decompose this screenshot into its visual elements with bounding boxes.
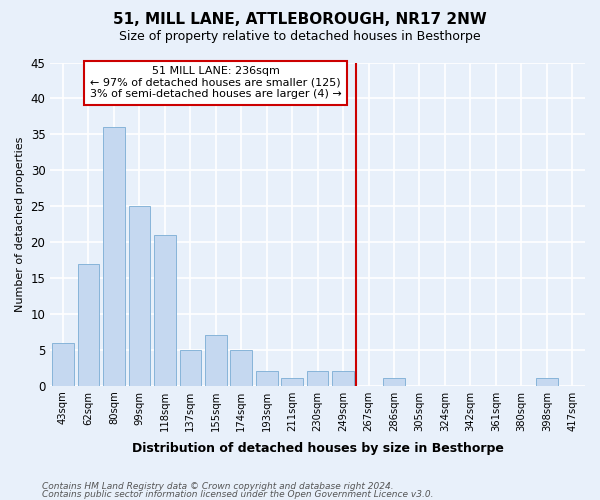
Bar [281, 378, 303, 386]
X-axis label: Distribution of detached houses by size in Besthorpe: Distribution of detached houses by size … [132, 442, 503, 455]
Bar [332, 372, 354, 386]
Y-axis label: Number of detached properties: Number of detached properties [15, 136, 25, 312]
Bar [230, 350, 252, 386]
Bar [52, 342, 74, 386]
Bar [103, 127, 125, 386]
Text: Contains public sector information licensed under the Open Government Licence v3: Contains public sector information licen… [42, 490, 433, 499]
Bar [128, 206, 150, 386]
Bar [77, 264, 100, 386]
Bar [383, 378, 405, 386]
Bar [205, 336, 227, 386]
Bar [536, 378, 557, 386]
Bar [256, 372, 278, 386]
Bar [154, 235, 176, 386]
Text: Size of property relative to detached houses in Besthorpe: Size of property relative to detached ho… [119, 30, 481, 43]
Text: Contains HM Land Registry data © Crown copyright and database right 2024.: Contains HM Land Registry data © Crown c… [42, 482, 394, 491]
Bar [307, 372, 328, 386]
Bar [179, 350, 201, 386]
Text: 51, MILL LANE, ATTLEBOROUGH, NR17 2NW: 51, MILL LANE, ATTLEBOROUGH, NR17 2NW [113, 12, 487, 28]
Text: 51 MILL LANE: 236sqm
← 97% of detached houses are smaller (125)
3% of semi-detac: 51 MILL LANE: 236sqm ← 97% of detached h… [90, 66, 341, 100]
